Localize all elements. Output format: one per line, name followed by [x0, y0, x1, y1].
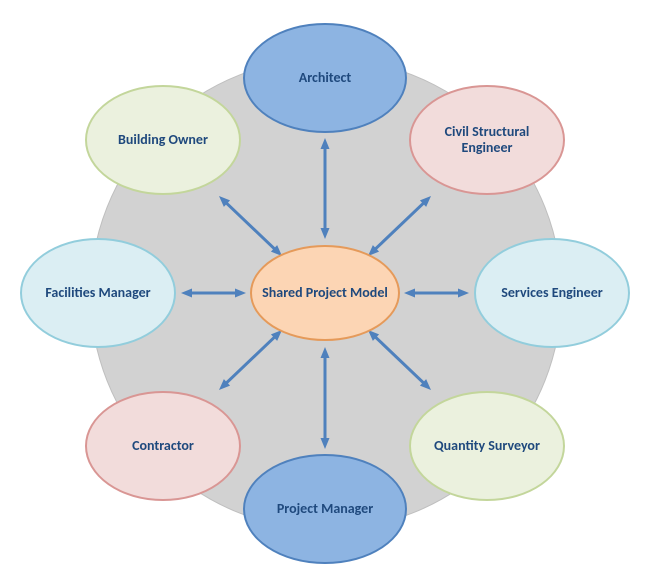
outer-node-quantity-surveyor: Quantity Surveyor	[409, 391, 565, 501]
diagram-stage: Shared Project Model Architect Civil Stru…	[0, 0, 650, 571]
outer-node-contractor: Contractor	[85, 391, 241, 501]
outer-node-label: Civil Structural Engineer	[411, 124, 563, 156]
outer-node-label: Architect	[291, 70, 360, 86]
outer-node-label: Building Owner	[110, 132, 216, 148]
outer-node-building-owner: Building Owner	[85, 85, 241, 195]
outer-node-civil-engineer: Civil Structural Engineer	[409, 85, 565, 195]
outer-node-facilities-manager: Facilities Manager	[20, 238, 176, 348]
outer-node-label: Facilities Manager	[37, 285, 158, 301]
outer-node-project-manager: Project Manager	[243, 454, 407, 564]
outer-node-label: Contractor	[124, 438, 202, 454]
outer-node-label: Services Engineer	[493, 285, 611, 301]
center-node-label: Shared Project Model	[254, 285, 396, 301]
outer-node-architect: Architect	[243, 23, 407, 133]
outer-node-services-engineer: Services Engineer	[474, 238, 630, 348]
center-node: Shared Project Model	[250, 245, 400, 341]
outer-node-label: Project Manager	[269, 501, 381, 517]
outer-node-label: Quantity Surveyor	[426, 438, 548, 454]
